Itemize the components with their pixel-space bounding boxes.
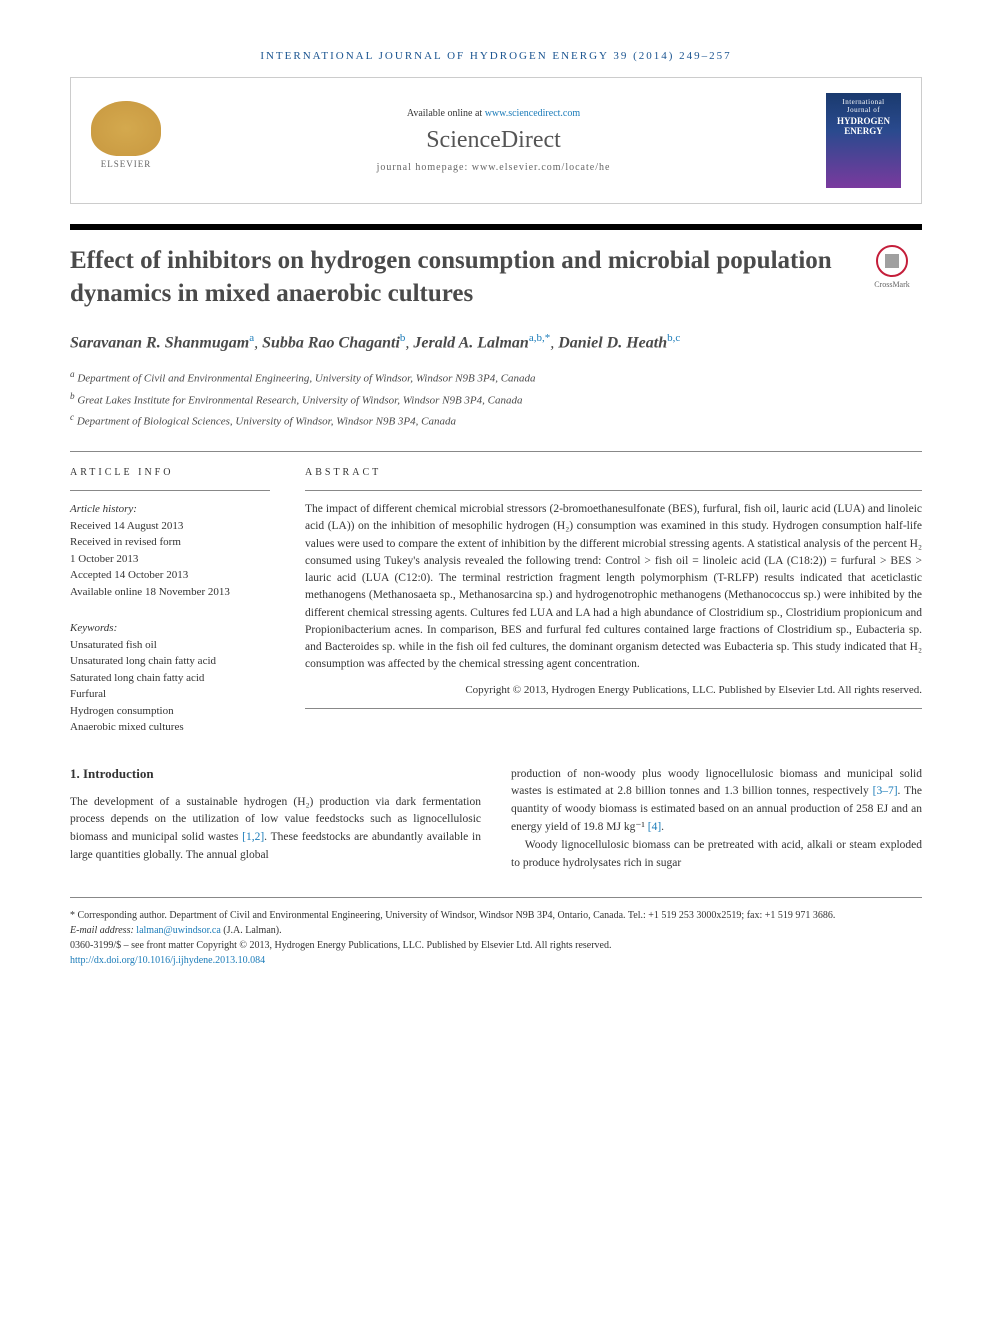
keywords-label: Keywords: — [70, 620, 270, 637]
cover-subtitle: International Journal of — [831, 98, 896, 114]
sd-text: ScienceDirect — [426, 127, 561, 153]
issn-copyright: 0360-3199/$ – see front matter Copyright… — [70, 938, 922, 953]
keyword-2: Unsaturated long chain fatty acid — [70, 653, 270, 670]
email-label: E-mail address: — [70, 925, 136, 936]
journal-header: INTERNATIONAL JOURNAL OF HYDROGEN ENERGY… — [70, 50, 922, 62]
article-info-heading: ARTICLE INFO — [70, 467, 270, 478]
affiliation-a: a Department of Civil and Environmental … — [70, 367, 922, 388]
corresponding-author: * Corresponding author. Department of Ci… — [70, 908, 922, 923]
footnote: * Corresponding author. Department of Ci… — [70, 908, 922, 968]
history-5: Available online 18 November 2013 — [70, 584, 270, 601]
keyword-3: Saturated long chain fatty acid — [70, 670, 270, 687]
history-1: Received 14 August 2013 — [70, 518, 270, 535]
intro-col-right: production of non-woody plus woody ligno… — [511, 766, 922, 873]
history-2: Received in revised form — [70, 534, 270, 551]
history-3: 1 October 2013 — [70, 551, 270, 568]
author-3: Jerald A. Lalman — [413, 334, 528, 351]
ref-4[interactable]: [4] — [648, 821, 661, 833]
elsevier-tree-icon — [91, 101, 161, 156]
black-divider — [70, 224, 922, 230]
intro-p3: Woody lignocellulosic biomass can be pre… — [511, 837, 922, 873]
author-2-affil: b — [400, 332, 406, 344]
author-3-affil: a,b,* — [529, 332, 550, 344]
keyword-6: Anaerobic mixed cultures — [70, 719, 270, 736]
author-4: Daniel D. Heath — [558, 334, 667, 351]
footer-divider — [70, 897, 922, 898]
affil-text-c: Department of Biological Sciences, Unive… — [77, 415, 456, 427]
elsevier-logo: ELSEVIER — [91, 101, 161, 181]
ref-3-7[interactable]: [3–7] — [873, 785, 898, 797]
crossmark-icon — [876, 245, 908, 277]
article-info: ARTICLE INFO Article history: Received 1… — [70, 467, 270, 736]
history-4: Accepted 14 October 2013 — [70, 567, 270, 584]
affiliations: a Department of Civil and Environmental … — [70, 367, 922, 431]
keyword-5: Hydrogen consumption — [70, 703, 270, 720]
info-divider — [70, 490, 270, 491]
affil-sup-c: c — [70, 412, 74, 422]
header-center: Available online at www.sciencedirect.co… — [161, 108, 826, 173]
available-online-text: Available online at www.sciencedirect.co… — [161, 108, 826, 119]
author-2: Subba Rao Chaganti — [262, 334, 400, 351]
abstract-end-divider — [305, 708, 922, 709]
email-name: (J.A. Lalman). — [221, 925, 282, 936]
cover-title: HYDROGEN ENERGY — [831, 116, 896, 136]
affiliation-c: c Department of Biological Sciences, Uni… — [70, 410, 922, 431]
affil-text-b: Great Lakes Institute for Environmental … — [77, 394, 522, 406]
intro-col-left: 1. Introduction The development of a sus… — [70, 766, 481, 873]
author-4-affil: b,c — [667, 332, 680, 344]
intro-text-left: The development of a sustainable hydroge… — [70, 794, 481, 865]
header-box: ELSEVIER Available online at www.science… — [70, 77, 922, 204]
keyword-1: Unsaturated fish oil — [70, 637, 270, 654]
intro-heading: 1. Introduction — [70, 766, 481, 782]
affil-sup-b: b — [70, 391, 75, 401]
available-label: Available online at — [407, 108, 485, 119]
keyword-4: Furfural — [70, 686, 270, 703]
elsevier-text: ELSEVIER — [91, 159, 161, 169]
abstract: ABSTRACT The impact of different chemica… — [305, 467, 922, 736]
author-1: Saravanan R. Shanmugam — [70, 334, 249, 351]
intro-p1: The development of a sustainable hydroge… — [70, 796, 481, 861]
sciencedirect-url[interactable]: www.sciencedirect.com — [485, 108, 580, 119]
journal-cover: International Journal of HYDROGEN ENERGY — [826, 93, 901, 188]
crossmark-label: CrossMark — [862, 280, 922, 289]
copyright-text: Copyright © 2013, Hydrogen Energy Public… — [305, 682, 922, 699]
abstract-text: The impact of different chemical microbi… — [305, 501, 922, 674]
journal-homepage: journal homepage: www.elsevier.com/locat… — [161, 162, 826, 173]
author-1-affil: a — [249, 332, 254, 344]
history-label: Article history: — [70, 501, 270, 518]
authors-list: Saravanan R. Shanmugama, Subba Rao Chaga… — [70, 330, 922, 355]
keywords-block: Keywords: Unsaturated fish oil Unsaturat… — [70, 620, 270, 736]
affil-sup-a: a — [70, 369, 75, 379]
email-line: E-mail address: lalman@uwindsor.ca (J.A.… — [70, 923, 922, 938]
abstract-heading: ABSTRACT — [305, 467, 922, 478]
affiliation-b: b Great Lakes Institute for Environmenta… — [70, 389, 922, 410]
sciencedirect-logo: ScienceDirect — [161, 127, 826, 154]
ref-1-2[interactable]: [1,2] — [242, 831, 264, 843]
crossmark-badge[interactable]: CrossMark — [862, 245, 922, 289]
article-history: Article history: Received 14 August 2013… — [70, 501, 270, 600]
article-title: Effect of inhibitors on hydrogen consump… — [70, 245, 847, 310]
email-link[interactable]: lalman@uwindsor.ca — [136, 925, 220, 936]
intro-text-right: production of non-woody plus woody ligno… — [511, 766, 922, 873]
divider — [70, 451, 922, 452]
affil-text-a: Department of Civil and Environmental En… — [77, 373, 535, 385]
doi-link[interactable]: http://dx.doi.org/10.1016/j.ijhydene.201… — [70, 955, 265, 966]
intro-p2: production of non-woody plus woody ligno… — [511, 768, 922, 833]
abstract-divider — [305, 490, 922, 491]
